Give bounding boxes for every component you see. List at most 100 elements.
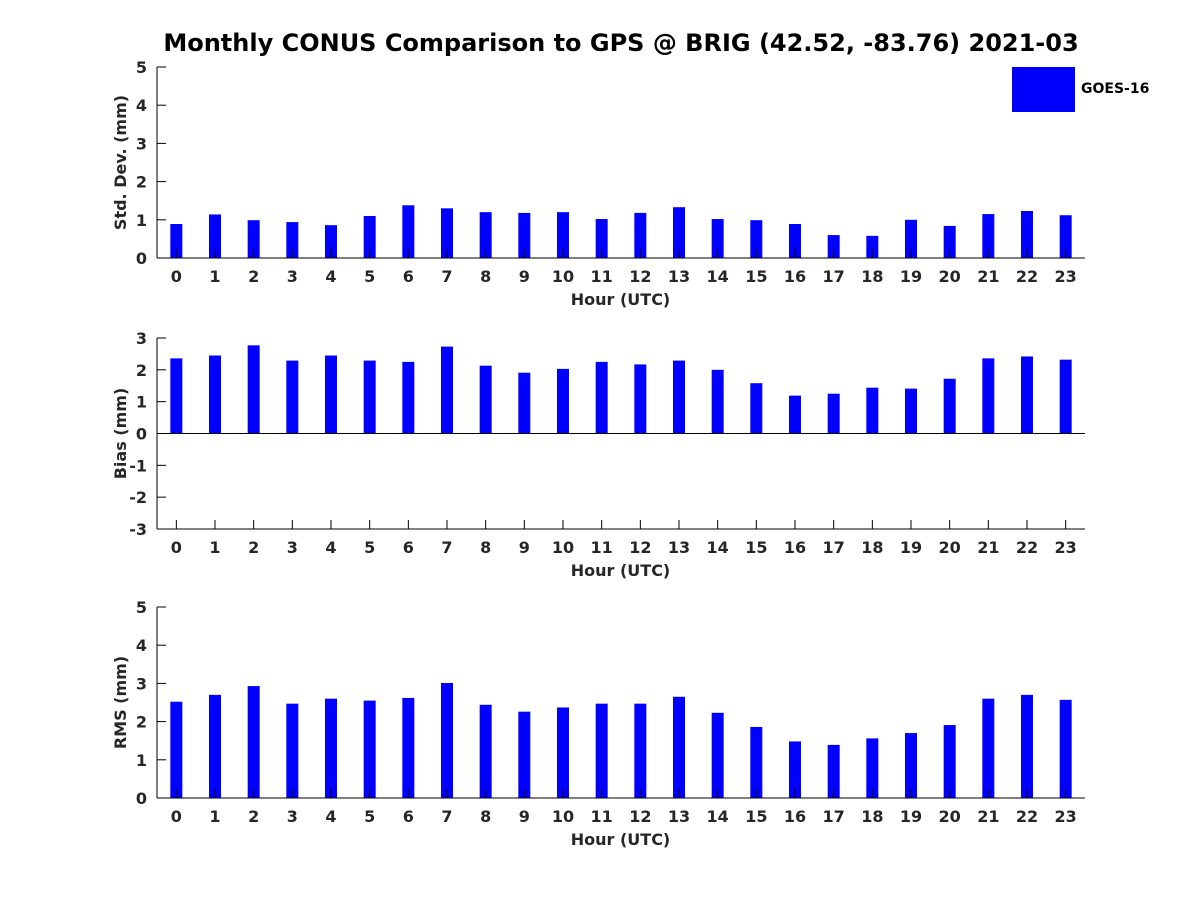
- bar: [905, 733, 917, 798]
- bar: [789, 395, 801, 434]
- x-tick-label: 14: [707, 538, 729, 557]
- bar: [673, 207, 685, 258]
- y-tick-label: 1: [136, 751, 147, 770]
- x-axis-label: Hour (UTC): [571, 830, 671, 849]
- legend-swatch: [1012, 67, 1075, 112]
- x-tick-label: 12: [629, 267, 651, 286]
- bar: [286, 222, 299, 258]
- x-tick-label: 9: [519, 807, 530, 826]
- x-tick-label: 16: [784, 267, 806, 286]
- y-tick-label: 0: [136, 249, 147, 268]
- x-tick-label: 10: [552, 267, 574, 286]
- bar: [750, 383, 763, 434]
- bar: [209, 694, 221, 798]
- x-tick-label: 4: [325, 538, 336, 557]
- bar: [982, 358, 995, 434]
- x-tick-label: 5: [364, 807, 375, 826]
- subplot-2: 0 1 2 3 4 5 6 7 8 9 10 11 12 13 14 15 16 17 18 19 20 21 22 23-3…: [111, 329, 1085, 580]
- x-tick-label: 21: [977, 267, 999, 286]
- x-tick-label: 20: [939, 807, 961, 826]
- y-tick-label: 3: [136, 329, 147, 348]
- y-tick-label: 4: [136, 96, 147, 115]
- x-tick-label: 20: [939, 267, 961, 286]
- x-tick-label: 1: [209, 267, 220, 286]
- bar: [402, 361, 415, 434]
- bar: [170, 224, 183, 258]
- bar: [170, 358, 183, 434]
- y-tick-label: 2: [136, 173, 147, 192]
- y-tick-label: -2: [129, 488, 147, 507]
- x-tick-label: 16: [784, 807, 806, 826]
- x-tick-label: 19: [900, 267, 922, 286]
- bar: [789, 741, 801, 798]
- y-tick-label: 1: [136, 211, 147, 230]
- x-tick-label: 1: [209, 807, 220, 826]
- bar: [1021, 694, 1033, 798]
- bar: [209, 214, 221, 258]
- bar: [247, 686, 260, 798]
- bar: [286, 703, 299, 798]
- bar: [441, 208, 453, 258]
- bar: [363, 700, 376, 798]
- y-tick-label: 0: [136, 425, 147, 444]
- bar: [711, 712, 724, 798]
- x-tick-label: 3: [287, 538, 298, 557]
- bar: [982, 214, 995, 258]
- x-tick-label: 15: [745, 267, 767, 286]
- bar: [750, 220, 763, 258]
- x-tick-label: 3: [287, 267, 298, 286]
- x-tick-label: 0: [171, 267, 182, 286]
- bar: [441, 683, 453, 798]
- x-tick-label: 23: [1055, 267, 1077, 286]
- bar: [673, 696, 685, 798]
- bar: [1059, 359, 1072, 434]
- bar: [325, 698, 337, 798]
- legend-label: GOES-16: [1081, 81, 1150, 97]
- bar: [479, 704, 492, 798]
- bar: [711, 369, 724, 434]
- x-tick-label: 22: [1016, 807, 1038, 826]
- bar: [286, 360, 299, 434]
- bar: [325, 355, 337, 434]
- bar: [634, 364, 647, 434]
- y-tick-label: 2: [136, 361, 147, 380]
- x-tick-label: 15: [745, 538, 767, 557]
- x-tick-label: 2: [248, 267, 259, 286]
- x-tick-label: 3: [287, 807, 298, 826]
- bar: [518, 711, 531, 798]
- x-tick-label: 10: [552, 538, 574, 557]
- bar: [982, 698, 995, 798]
- bar: [518, 212, 531, 258]
- x-tick-label: 8: [480, 538, 491, 557]
- x-tick-label: 20: [939, 538, 961, 557]
- x-tick-label: 5: [364, 538, 375, 557]
- x-tick-label: 5: [364, 267, 375, 286]
- bar: [866, 387, 879, 434]
- x-axis-label: Hour (UTC): [571, 561, 671, 580]
- bar: [866, 235, 879, 258]
- y-tick-label: 2: [136, 713, 147, 732]
- y-tick-label: 0: [136, 789, 147, 808]
- bar: [247, 345, 260, 434]
- x-axis-label: Hour (UTC): [571, 290, 671, 309]
- bar: [905, 388, 917, 434]
- x-tick-label: 11: [591, 538, 613, 557]
- bar: [557, 707, 569, 798]
- chart-title: Monthly CONUS Comparison to GPS @ BRIG (…: [163, 29, 1079, 57]
- bar: [789, 224, 801, 258]
- bar: [905, 219, 917, 258]
- bar: [518, 372, 531, 434]
- x-tick-label: 18: [861, 807, 883, 826]
- y-tick-label: 5: [136, 58, 147, 77]
- bar: [595, 703, 608, 798]
- x-tick-label: 19: [900, 807, 922, 826]
- x-tick-label: 14: [707, 267, 729, 286]
- bar: [673, 360, 685, 434]
- bar: [634, 212, 647, 258]
- x-tick-label: 13: [668, 807, 690, 826]
- bar: [866, 738, 879, 798]
- x-tick-label: 13: [668, 267, 690, 286]
- bar: [363, 215, 376, 258]
- bar: [595, 361, 608, 434]
- x-tick-label: 7: [441, 538, 452, 557]
